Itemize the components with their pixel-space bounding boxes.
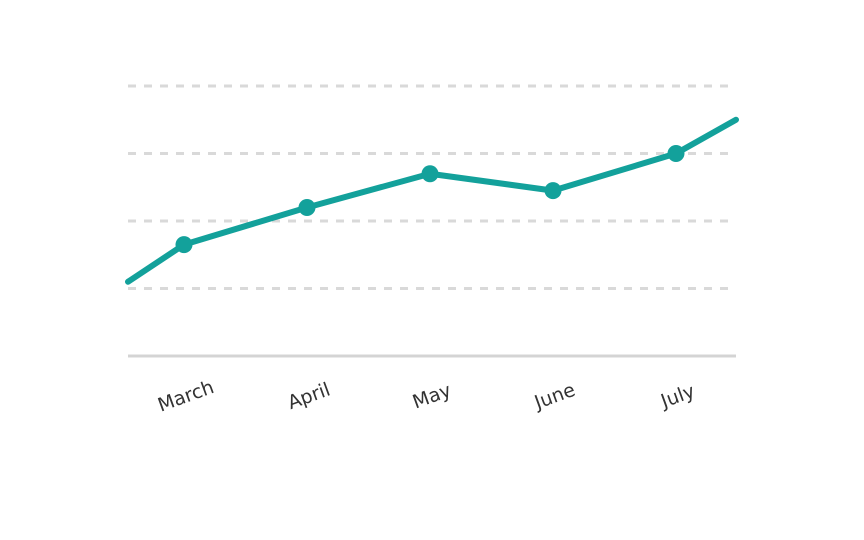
- x-tick-label-march: March: [155, 376, 217, 416]
- x-tick-label-april: April: [285, 379, 333, 415]
- x-tick-labels: March April May June July: [155, 376, 698, 416]
- data-point-april: [298, 199, 316, 216]
- series-layer: [125, 116, 739, 285]
- x-tick-label-june: June: [531, 379, 578, 414]
- data-point-may: [421, 165, 439, 183]
- data-point-july: [667, 145, 685, 162]
- gridlines: [128, 84, 736, 290]
- x-tick-label-july: July: [657, 380, 698, 413]
- data-point-june: [544, 182, 562, 200]
- data-point-march: [175, 236, 193, 254]
- x-tick-label-may: May: [410, 379, 454, 413]
- series-line-1: [125, 116, 739, 285]
